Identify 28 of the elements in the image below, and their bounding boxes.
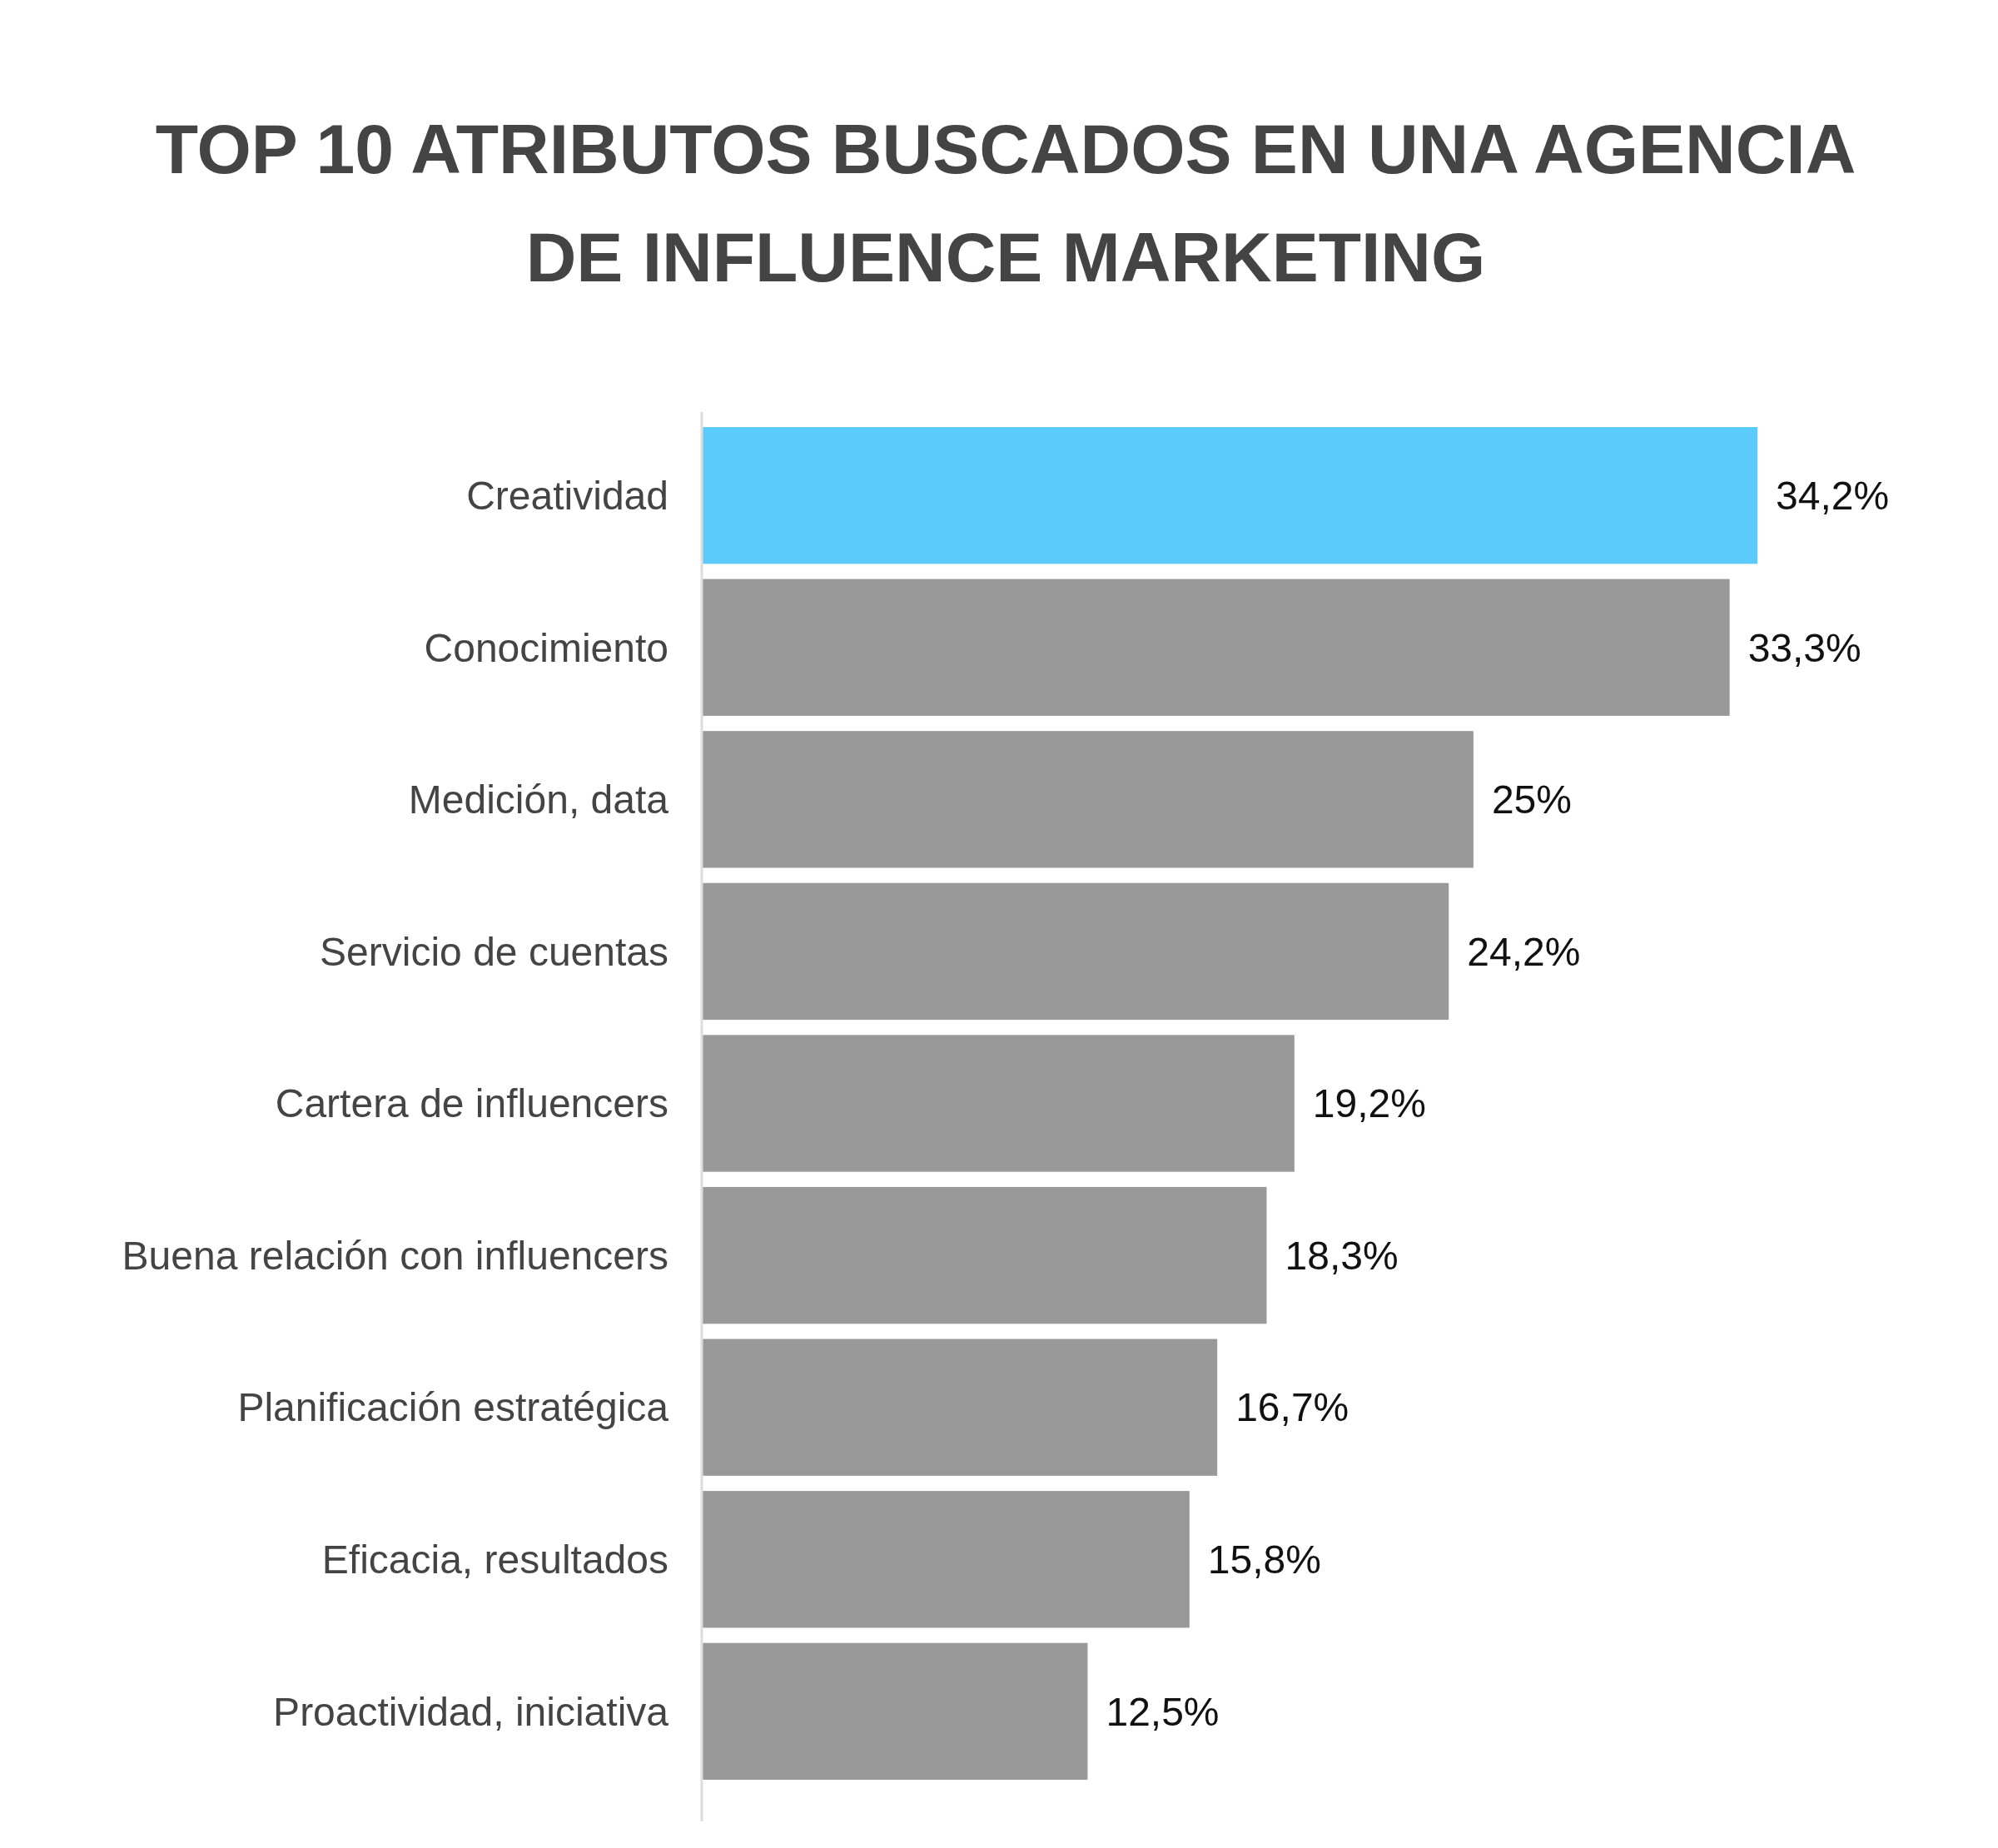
data-label: 34,2% [1776, 473, 1890, 518]
y-tick-label: Medición, data [408, 777, 669, 822]
bar [702, 1642, 1088, 1780]
bar [702, 731, 1474, 868]
bar [702, 1035, 1295, 1172]
bar [702, 882, 1449, 1021]
y-tick-label: Eficacia, resultados [321, 1538, 668, 1582]
chart-title: TOP 10 ATRIBUTOS BUSCADOS EN UNA AGENCIA DE INFLUENCE MARKETING [155, 110, 1856, 296]
y-tick-label: Conocimiento [424, 625, 668, 670]
bar [702, 1186, 1267, 1324]
data-label: 18,3% [1285, 1233, 1399, 1278]
data-label: 24,2% [1467, 929, 1581, 974]
data-label: 16,7% [1235, 1385, 1349, 1430]
y-tick-label: Proactividad, iniciativa [273, 1689, 669, 1734]
bar [702, 579, 1730, 716]
y-tick-label: Cartera de influencers [275, 1081, 668, 1126]
data-label: 33,3% [1747, 625, 1861, 670]
bar [702, 1491, 1190, 1628]
data-label: 12,5% [1106, 1689, 1220, 1734]
bar [702, 1339, 1218, 1476]
data-label: 25% [1491, 777, 1572, 822]
y-tick-label: Buena relación con influencers [122, 1233, 668, 1278]
y-tick-label: Planificación estratégica [237, 1385, 669, 1430]
data-label: 19,2% [1312, 1081, 1426, 1126]
data-label: 15,8% [1207, 1538, 1321, 1582]
y-tick-label: Creatividad [466, 473, 668, 518]
y-tick-label: Servicio de cuentas [320, 929, 668, 974]
bar [702, 427, 1757, 564]
